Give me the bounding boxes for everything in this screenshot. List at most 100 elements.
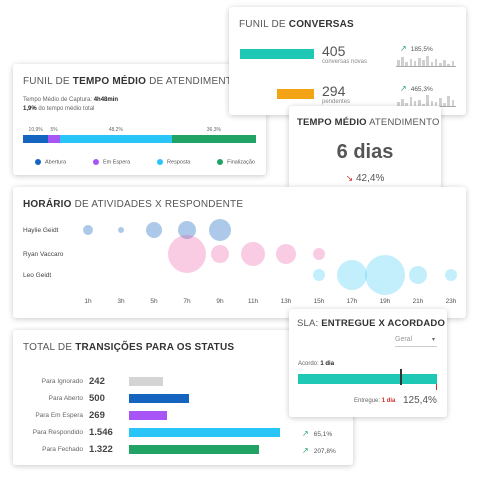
stacked-time-bar: [23, 135, 256, 143]
spark-bar: [439, 98, 442, 106]
spark-bar: [397, 102, 400, 106]
status-bar: [129, 377, 163, 386]
hour-tick-label: 13h: [281, 298, 292, 305]
spark-bar: [451, 100, 455, 106]
legend-item: Abertura: [35, 159, 66, 165]
spark-bar: [405, 103, 408, 106]
respondent-label: Ryan Vaccaro: [23, 251, 64, 258]
spark-bar: [443, 103, 446, 106]
card-title: TOTAL DE TRANSIÇÕES PARA OS STATUS: [23, 342, 235, 353]
card-title: FUNIL DE TEMPO MÉDIO DE ATENDIMENTO: [23, 76, 240, 87]
segment-pct-labels: 10,9% 5% 48,2% 36,3%: [23, 127, 256, 135]
spark-bar: [401, 57, 404, 66]
conversas-label: conversas novas: [322, 59, 368, 65]
spark-bar: [426, 56, 429, 66]
hour-tick-label: 9h: [216, 298, 224, 305]
spark-bar: [447, 96, 450, 106]
respondent-label: Haylie Geidt: [23, 227, 59, 234]
activity-bubble: [211, 245, 229, 263]
spark-bar: [422, 104, 425, 106]
capture-pct: 1,9% do tempo médio total: [23, 106, 95, 112]
status-label: Para Em Espera: [35, 412, 83, 419]
segment-pct-label: 36,3%: [206, 127, 221, 133]
spark-bar: [434, 59, 438, 66]
trend-up-icon: ↗: [400, 84, 407, 93]
activity-bubble: [276, 244, 296, 264]
conversas-label: pendentes: [322, 99, 351, 105]
activity-bubble: [241, 242, 265, 266]
spark-bar: [447, 64, 450, 66]
legend-label: Finalização: [227, 159, 255, 166]
legend-dot: [157, 159, 164, 165]
legend-item: Em Espera: [92, 159, 130, 165]
activity-bubble: [409, 266, 427, 284]
legend-dot: [217, 159, 224, 165]
segment-2: [59, 135, 172, 143]
hour-tick-label: 7h: [183, 298, 191, 305]
activity-bubble: [146, 222, 162, 238]
hour-tick-label: 15h: [314, 298, 325, 305]
segment-3: [171, 135, 256, 143]
status-label: Para Fechado: [42, 446, 83, 453]
activity-bubble: [168, 235, 206, 273]
spark-bar: [451, 61, 455, 66]
hour-tick-label: 21h: [413, 298, 424, 305]
trend-value: 185,5%: [410, 46, 433, 53]
status-value: 1.322: [89, 444, 113, 455]
funil-conversas-card: FUNIL DE CONVERSAS 405 conversas novas ↗ 18…: [229, 7, 466, 115]
status-bar: [129, 428, 281, 437]
bubble-chart: Haylie Geidt Ryan Vaccaro Leo Geidt 1h 3h 5h 7…: [23, 219, 457, 305]
legend-item: Finalização: [217, 159, 255, 165]
activity-bubble: [118, 227, 124, 233]
activity-bubble: [313, 248, 325, 260]
status-label: Para Aberto: [48, 395, 83, 402]
spark-bar: [439, 63, 442, 66]
activity-bubble: [83, 225, 93, 235]
card-title: SLA: ENTREGUE X ACORDADO: [297, 318, 446, 329]
legend-dot: [92, 159, 99, 165]
horario-atividades-card: HORÁRIO DE ATIVIDADES X RESPONDENTE Hayl…: [13, 187, 466, 318]
legend-dot: [35, 159, 41, 165]
capture-info: Tempo Médio de Captura: 4h48min: [23, 97, 119, 103]
status-bar: [129, 445, 260, 454]
spark-bar: [434, 102, 438, 106]
segment-pct-label: 10,9%: [28, 127, 43, 133]
status-trend: ↗ 207,8%: [302, 446, 336, 455]
conversas-value: 294: [322, 83, 346, 99]
segment-1: [48, 135, 60, 143]
status-value: 269: [89, 410, 105, 421]
status-value: 1.546: [89, 427, 113, 438]
sla-filter-select[interactable]: Geral ▾: [395, 333, 437, 347]
hour-tick-label: 23h: [446, 298, 457, 305]
sla-agreed: Acordo: 1 dia: [298, 361, 335, 367]
spark-bar: [405, 62, 408, 66]
sla-card: SLA: ENTREGUE X ACORDADO Geral ▾ Acordo:…: [289, 309, 447, 417]
trend-up-icon: ↗: [302, 446, 309, 455]
activity-bubble: [209, 219, 231, 241]
spark-bar: [409, 97, 413, 106]
sla-bar-track: [298, 374, 437, 384]
spark-bar: [401, 99, 404, 106]
spark-bar: [409, 59, 413, 66]
card-title: HORÁRIO DE ATIVIDADES X RESPONDENTE: [23, 199, 244, 210]
legend-item: Resposta: [157, 159, 190, 165]
sla-bar-fill: [298, 374, 437, 384]
hour-tick-label: 5h: [150, 298, 158, 305]
conversas-bar: [240, 49, 314, 59]
legend-label: Abertura: [45, 159, 67, 166]
sla-end-marker: [436, 384, 437, 390]
trend-value: 207,8%: [313, 448, 336, 455]
spark-bar: [413, 101, 417, 106]
activity-bubble: [445, 269, 457, 281]
conversas-sparkbars: [396, 93, 456, 107]
status-label: Para Respondido: [32, 429, 83, 436]
trend-up-icon: ↗: [302, 429, 309, 438]
trend-value: 465,3%: [410, 86, 433, 93]
activity-bubble: [178, 221, 196, 239]
tempo-medio-trend: ↘ 42,4%: [345, 173, 385, 184]
spark-bar: [418, 100, 421, 106]
segment-legend: Abertura Em Espera Resposta Finalização: [35, 159, 255, 165]
status-bar: [129, 394, 189, 403]
caret-down-icon: ▾: [431, 337, 435, 343]
activity-bubble: [365, 255, 405, 295]
